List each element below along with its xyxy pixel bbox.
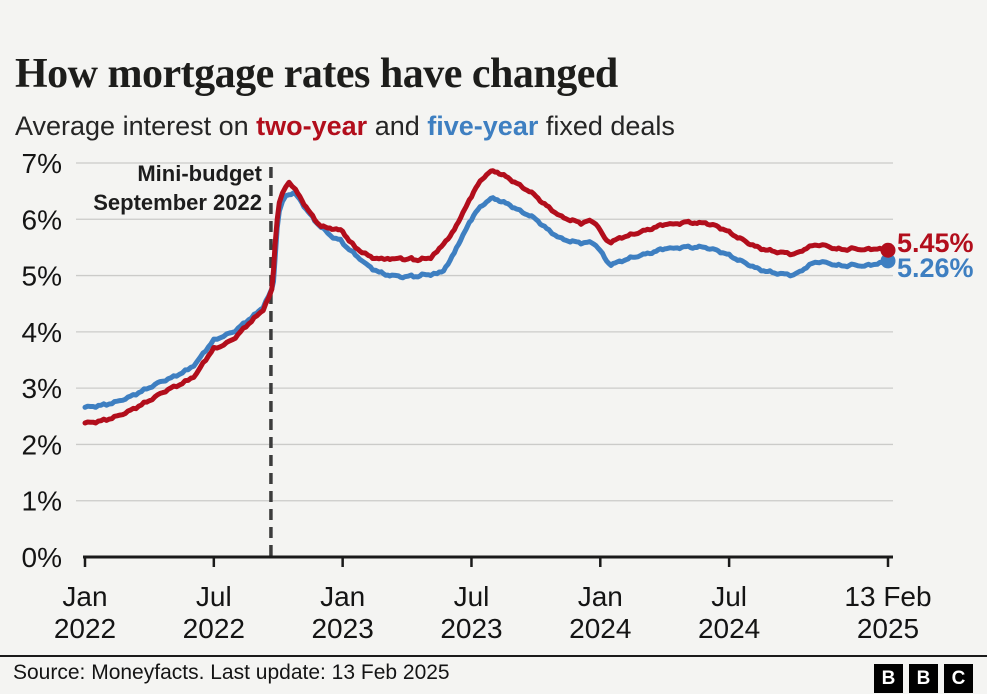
- subtitle-five-year-label: five-year: [427, 111, 539, 141]
- x-tick-label: 2025: [857, 613, 919, 644]
- footer-divider: [0, 655, 987, 657]
- y-tick-label: 7%: [22, 148, 62, 179]
- bbc-logo-letter: B: [874, 664, 903, 693]
- subtitle-text: Average interest on: [15, 111, 257, 141]
- bbc-logo: B B C: [874, 664, 973, 693]
- y-tick-label: 3%: [22, 373, 62, 404]
- annotation-line-2: September 2022: [93, 190, 262, 215]
- x-tick-label: 2024: [698, 613, 760, 644]
- end-dot-two-year: [880, 242, 896, 258]
- subtitle-two-year-label: two-year: [256, 111, 368, 141]
- x-tick-label: 2023: [440, 613, 502, 644]
- x-tick-label: 13 Feb: [844, 581, 931, 612]
- subtitle-text: fixed deals: [538, 111, 675, 141]
- y-tick-label: 1%: [22, 486, 62, 517]
- y-tick-label: 2%: [22, 429, 62, 460]
- y-tick-label: 6%: [22, 204, 62, 235]
- line-five-year: [82, 190, 891, 410]
- end-dot-five-year: [880, 253, 896, 269]
- source-caption: Source: Moneyfacts. Last update: 13 Feb …: [13, 661, 450, 684]
- bbc-logo-letter: C: [944, 664, 973, 693]
- x-tick-label: 2023: [311, 613, 373, 644]
- chart-title: How mortgage rates have changed: [15, 51, 618, 98]
- x-tick-label: Jul: [196, 581, 232, 612]
- line-two-year: [82, 168, 891, 426]
- x-tick-label: 2024: [569, 613, 631, 644]
- subtitle-text: and: [367, 111, 428, 141]
- x-tick-label: 2022: [54, 613, 116, 644]
- x-tick-label: Jan: [62, 581, 107, 612]
- mini-budget-annotation: Mini-budget September 2022: [93, 159, 262, 217]
- x-tick-label: Jul: [454, 581, 490, 612]
- x-tick-label: 2022: [183, 613, 245, 644]
- x-tick-label: Jan: [320, 581, 365, 612]
- end-label-two-year: 5.45%: [897, 228, 974, 258]
- chart-subtitle: Average interest on two-year and five-ye…: [15, 111, 675, 142]
- bbc-logo-letter: B: [909, 664, 938, 693]
- y-tick-label: 0%: [22, 542, 62, 573]
- x-tick-label: Jul: [711, 581, 747, 612]
- x-tick-label: Jan: [578, 581, 623, 612]
- annotation-line-1: Mini-budget: [137, 161, 262, 186]
- y-tick-label: 4%: [22, 317, 62, 348]
- end-label-five-year: 5.26%: [897, 253, 974, 283]
- y-tick-label: 5%: [22, 261, 62, 292]
